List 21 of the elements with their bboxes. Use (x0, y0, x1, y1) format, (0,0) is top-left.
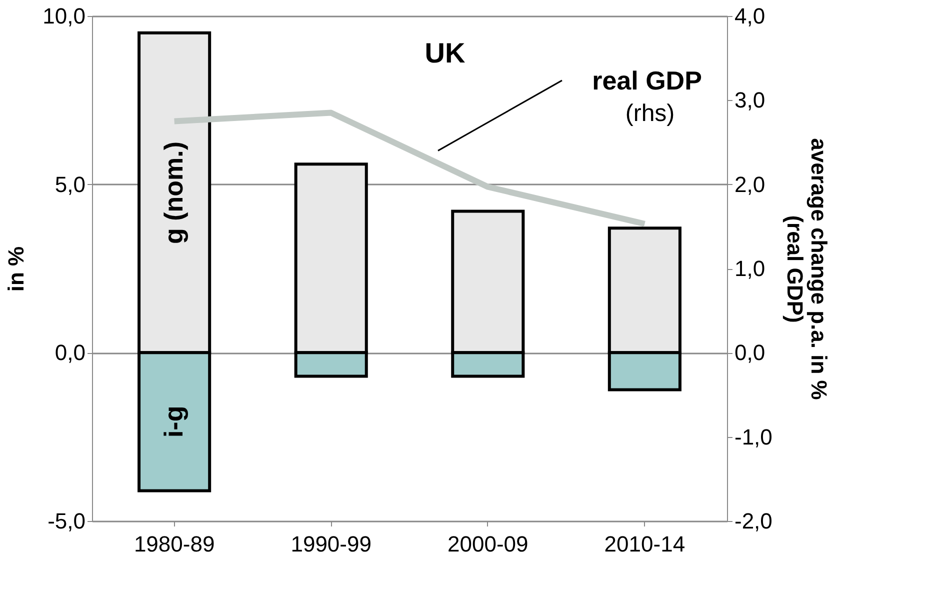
y-tick-label: -5,0 (48, 508, 86, 534)
y2-tick-label: 1,0 (734, 256, 766, 281)
y-axis-title: in % (4, 246, 29, 292)
y2-tick-label: -1,0 (734, 424, 772, 450)
x-tick-label: 1980-89 (134, 532, 215, 556)
x-tick-label: 1990-99 (290, 532, 372, 556)
y2-tick-label: -2,0 (734, 508, 772, 534)
y-tick-label: 0,0 (54, 340, 86, 366)
annotation: real GDP (rhs) (592, 65, 702, 128)
y2-axis-title: average change p.a. in % (real GDP) (782, 138, 832, 400)
y2-tick-label: 3,0 (734, 88, 766, 113)
series-label: g (nom.) (158, 141, 188, 244)
series-label: i-g (158, 406, 188, 438)
y-tick-label: 5,0 (54, 172, 86, 197)
text: UK (424, 37, 466, 68)
y2-tick-label: 2,0 (734, 172, 766, 197)
y-tick-label: 10,0 (42, 4, 86, 28)
y2-tick-label: 0,0 (734, 340, 766, 366)
y2-tick-label: 4,0 (734, 4, 766, 28)
x-tick-label: 2010-14 (604, 532, 686, 556)
x-tick-label: 2000-09 (448, 532, 528, 556)
